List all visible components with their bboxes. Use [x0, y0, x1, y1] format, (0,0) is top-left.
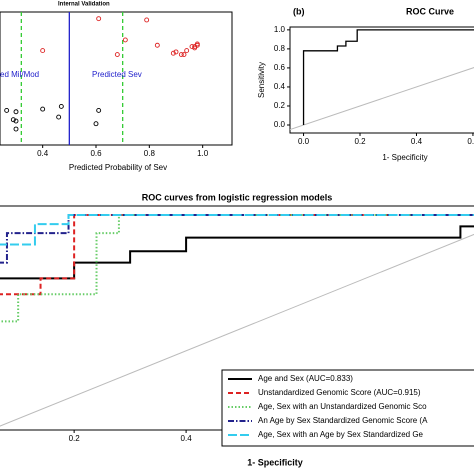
roc-line	[302, 29, 474, 126]
point	[184, 48, 190, 54]
point	[40, 106, 46, 112]
roc-line	[0, 214, 474, 246]
point	[144, 17, 150, 23]
point	[122, 37, 128, 43]
y-tick-label: 0.0	[274, 120, 286, 129]
chart-title: Internal Validation	[58, 2, 110, 8]
point	[96, 16, 102, 22]
point	[10, 117, 16, 123]
panel-label: (b)	[293, 6, 305, 16]
x-tick-label: 0.4	[37, 149, 49, 158]
plot-frame	[0, 11, 233, 146]
point	[93, 121, 99, 127]
x-tick-label: 0.4	[181, 434, 193, 443]
point	[154, 42, 160, 48]
point	[56, 114, 62, 120]
x-tick-label: 0.6	[90, 149, 102, 158]
y-tick-label: 0.8	[274, 44, 286, 53]
point	[13, 126, 19, 132]
roc-line	[0, 214, 474, 323]
roc-line	[0, 225, 474, 280]
x-tick-label: 0.0	[298, 137, 310, 146]
chart-title: ROC curves from logistic regression mode…	[142, 192, 333, 202]
y-tick-label: 0.2	[274, 101, 286, 110]
x-tick-label: 1.0	[197, 149, 209, 158]
point	[13, 118, 19, 124]
point	[192, 45, 198, 51]
point	[189, 44, 195, 50]
point	[114, 52, 120, 58]
point	[181, 52, 187, 58]
point	[173, 49, 179, 55]
point	[13, 109, 19, 115]
point	[96, 107, 102, 113]
legend-label: Age, Sex with an Unstandardized Genomic …	[258, 402, 427, 411]
x-tick-label: 0.2	[69, 434, 81, 443]
reference-diagonal	[0, 233, 474, 427]
x-axis-label: 1- Specificity	[247, 457, 303, 467]
legend-label: Age and Sex (AUC=0.833)	[258, 374, 353, 383]
x-axis-label: Predicted Probability of Sev	[69, 163, 167, 172]
roc-line	[0, 214, 474, 296]
legend-box	[221, 369, 474, 447]
point	[40, 48, 46, 54]
chart-title: ROC Curve	[406, 6, 454, 16]
point	[194, 41, 200, 47]
y-tick-label: 0.6	[274, 63, 286, 72]
y-axis-label: Sensitivity	[257, 62, 266, 98]
reference-diagonal	[289, 67, 474, 131]
x-tick-label: 0.6	[467, 137, 474, 146]
roc-line	[0, 214, 474, 264]
y-tick-label: 0.4	[274, 82, 286, 91]
x-tick-label: 0.2	[354, 137, 366, 146]
x-tick-label: 0.4	[411, 137, 423, 146]
legend-label: Unstandardized Genomic Score (AUC=0.915)	[258, 388, 421, 397]
plot-frame	[289, 26, 474, 134]
x-axis-label: 1- Specificity	[382, 153, 427, 162]
point	[178, 52, 184, 58]
y-tick-label: 1.0	[274, 25, 286, 34]
point	[170, 50, 176, 56]
point	[4, 107, 10, 113]
region-label: Predicted Sev	[92, 70, 142, 79]
legend-label: Age, Sex with an Age by Sex Standardized…	[258, 430, 424, 439]
legend-label: An Age by Sex Standardized Genomic Score…	[258, 416, 428, 425]
x-tick-label: 0.8	[144, 149, 156, 158]
region-label: ed Mil/Mod	[0, 70, 39, 79]
point	[58, 103, 64, 109]
